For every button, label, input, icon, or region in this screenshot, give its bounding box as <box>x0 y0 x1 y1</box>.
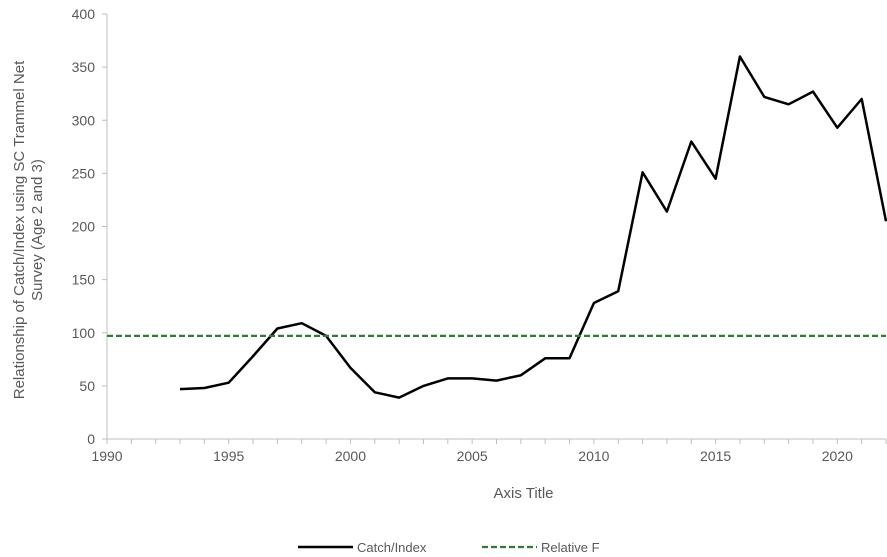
x-tick-label: 2005 <box>457 448 488 464</box>
y-tick-label: 0 <box>87 431 95 447</box>
y-tick-label: 400 <box>72 6 96 22</box>
series-layer <box>107 55 887 399</box>
y-tick-label: 150 <box>72 272 96 288</box>
y-axis-title-line: Relationship of Catch/Index using SC Tra… <box>11 60 28 399</box>
y-tick-label: 300 <box>72 112 96 128</box>
catch-index-line <box>179 55 887 399</box>
x-axis-title: Axis Title <box>493 485 553 502</box>
x-tick-label: 2000 <box>335 448 366 464</box>
x-tick-label: 2015 <box>700 448 731 464</box>
axes: 0 50 100 150 200 250 300 350 400 1990 1995 2000 2005… <box>11 6 887 502</box>
legend: Catch/Index Relative F <box>298 540 600 555</box>
legend-label: Relative F <box>541 540 600 555</box>
y-tick-label: 50 <box>79 378 95 394</box>
y-tick-label: 250 <box>72 165 96 181</box>
y-axis-title-line: Survey (Age 2 and 3) <box>29 159 46 301</box>
x-tick-label: 1995 <box>213 448 244 464</box>
legend-label: Catch/Index <box>357 540 427 555</box>
y-tick-label: 350 <box>72 59 96 75</box>
x-tick-label: 1990 <box>91 448 122 464</box>
y-tick-label: 100 <box>72 325 96 341</box>
y-axis-title: Relationship of Catch/Index using SC Tra… <box>11 60 46 399</box>
y-tick-label: 200 <box>72 219 96 235</box>
x-tick-label: 2020 <box>822 448 853 464</box>
x-tick-label: 2010 <box>578 448 609 464</box>
